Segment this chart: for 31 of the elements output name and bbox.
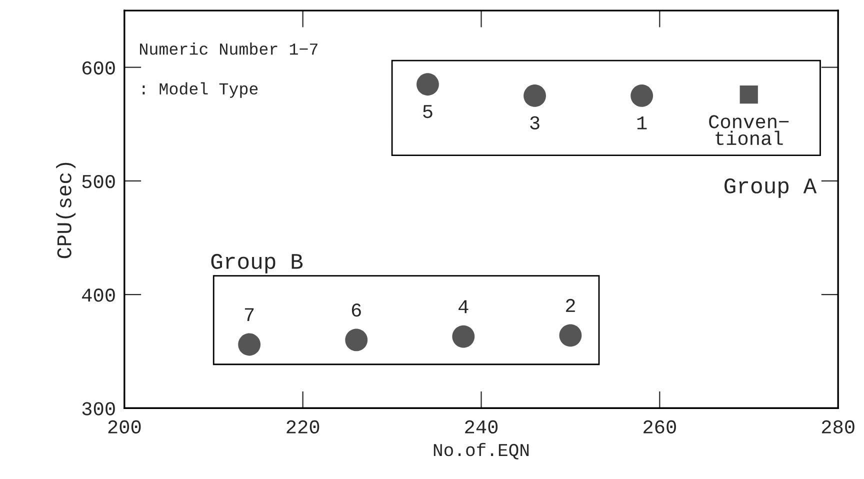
point <box>630 84 654 107</box>
annotation: : Model Type <box>142 82 258 98</box>
x-tick-label: 220 <box>286 420 320 434</box>
point <box>416 73 439 96</box>
x-tick-label: 280 <box>822 420 854 434</box>
annotation: 4 <box>458 300 468 314</box>
y-tick-label: 500 <box>82 174 115 188</box>
annotation: Conven− tional <box>709 115 789 146</box>
y-tick-label: 600 <box>82 61 115 75</box>
x-axis-title: No.of.EQN <box>434 442 529 460</box>
annotation: 5 <box>423 105 432 118</box>
point <box>452 325 475 348</box>
annotation: 1 <box>637 116 647 130</box>
x-tick-label: 240 <box>465 420 498 434</box>
point <box>559 324 582 347</box>
annotation: Numeric Number 1−7 <box>140 42 318 55</box>
y-tick-label: 300 <box>82 402 115 416</box>
y-axis-title: CPU(sec) <box>56 162 76 258</box>
x-tick-label: 200 <box>108 420 141 434</box>
annotation: Group A <box>724 178 817 198</box>
annotation: 3 <box>530 116 540 130</box>
x-tick-label: 260 <box>644 420 676 434</box>
point <box>238 333 261 356</box>
point <box>740 86 758 104</box>
annotation: 7 <box>244 308 254 322</box>
annotation: Group B <box>211 254 303 274</box>
y-tick-label: 400 <box>82 288 115 302</box>
point <box>345 328 368 352</box>
annotation: 2 <box>566 298 575 312</box>
point <box>524 84 546 107</box>
annotation: 6 <box>352 303 361 317</box>
